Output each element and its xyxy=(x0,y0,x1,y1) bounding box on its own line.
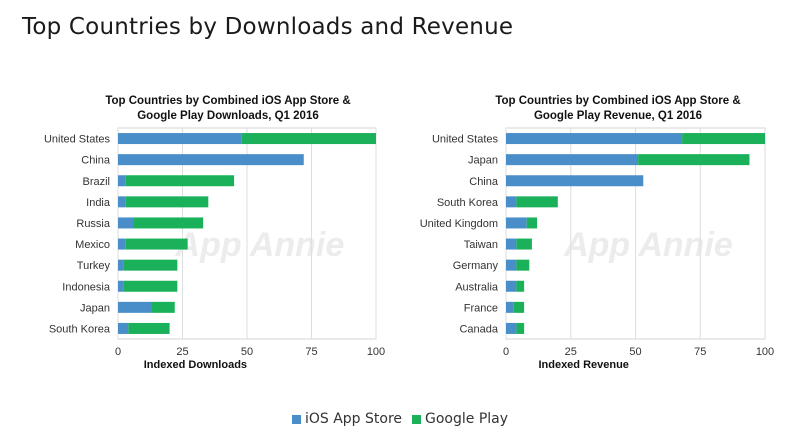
bar-ios xyxy=(506,301,514,313)
category-label: China xyxy=(469,176,499,188)
chart-downloads: Top Countries by Combined iOS App Store … xyxy=(44,95,385,371)
bar-google-play xyxy=(125,175,235,187)
bar-google-play xyxy=(516,322,525,334)
bar-google-play xyxy=(241,133,376,145)
bar-ios xyxy=(506,154,639,166)
bar-google-play xyxy=(128,322,170,334)
bar-ios xyxy=(118,280,124,292)
legend-label-google-play: Google Play xyxy=(425,411,509,427)
bar-google-play xyxy=(516,259,530,271)
bar-google-play xyxy=(123,259,178,271)
legend-item-ios: iOS App Store xyxy=(291,411,403,427)
category-label: India xyxy=(86,197,111,209)
x-tick-label: 75 xyxy=(305,346,317,358)
bar-ios xyxy=(506,217,527,229)
category-label: Australia xyxy=(455,281,499,293)
category-label: Turkey xyxy=(77,260,111,272)
x-tick-label: 50 xyxy=(629,346,641,358)
category-label: China xyxy=(81,155,111,167)
category-label: Brazil xyxy=(82,176,110,188)
bar-google-play xyxy=(125,238,188,250)
bar-ios xyxy=(118,175,126,187)
chart-title-line: Google Play Downloads, Q1 2016 xyxy=(137,110,319,122)
bar-ios xyxy=(118,259,124,271)
category-label: South Korea xyxy=(49,323,111,335)
category-label: United States xyxy=(432,134,499,146)
category-label: South Korea xyxy=(437,197,499,209)
legend: iOS App Store Google Play xyxy=(0,411,800,427)
category-label: Canada xyxy=(459,323,498,335)
legend-swatch-google-play xyxy=(412,414,422,424)
legend-swatch-ios xyxy=(291,414,301,424)
bar-google-play xyxy=(133,217,204,229)
x-tick-label: 25 xyxy=(176,346,188,358)
category-label: Japan xyxy=(468,155,498,167)
chart-title-line: Top Countries by Combined iOS App Store … xyxy=(495,95,740,107)
bar-ios xyxy=(118,238,126,250)
bar-ios xyxy=(506,175,644,187)
charts-area: Top Countries by Combined iOS App Store … xyxy=(44,95,774,371)
category-label: Germany xyxy=(453,260,499,272)
chart-title-line: Top Countries by Combined iOS App Store … xyxy=(105,95,350,107)
x-tick-label: 0 xyxy=(503,346,509,358)
bar-ios xyxy=(118,217,134,229)
bar-google-play xyxy=(516,280,525,292)
page-title: Top Countries by Downloads and Revenue xyxy=(22,14,514,40)
category-label: Russia xyxy=(76,218,111,230)
watermark-downloads: App Annie xyxy=(175,226,345,264)
category-label: United Kingdom xyxy=(420,218,498,230)
bar-ios xyxy=(506,196,517,208)
chart-title-line: Google Play Revenue, Q1 2016 xyxy=(534,110,702,122)
category-label: Taiwan xyxy=(464,239,498,251)
bar-ios xyxy=(506,280,517,292)
x-tick-label: 0 xyxy=(115,346,121,358)
bar-ios xyxy=(506,259,517,271)
watermark-revenue: App Annie xyxy=(563,226,733,264)
bar-ios xyxy=(118,133,242,145)
bar-google-play xyxy=(516,196,558,208)
x-axis-label-revenue: Indexed Revenue xyxy=(538,359,628,371)
bar-google-play xyxy=(526,217,538,229)
bar-google-play xyxy=(682,133,765,145)
chart-title-downloads: Top Countries by Combined iOS App Store … xyxy=(105,95,350,122)
bar-google-play xyxy=(516,238,532,250)
legend-item-google-play: Google Play xyxy=(412,411,508,427)
category-label: Mexico xyxy=(75,239,110,251)
bar-ios xyxy=(506,133,683,145)
x-tick-label: 100 xyxy=(756,346,774,358)
category-label: France xyxy=(464,302,498,314)
category-label: United States xyxy=(44,134,111,146)
chart-title-revenue: Top Countries by Combined iOS App Store … xyxy=(495,95,740,122)
category-label: Indonesia xyxy=(62,281,111,293)
x-tick-label: 100 xyxy=(367,346,385,358)
bar-ios xyxy=(506,238,517,250)
bar-google-play xyxy=(513,301,525,313)
bar-google-play xyxy=(638,154,750,166)
bar-ios xyxy=(118,154,304,166)
bar-google-play xyxy=(151,301,175,313)
x-tick-label: 25 xyxy=(565,346,577,358)
bar-ios xyxy=(118,322,129,334)
legend-label-ios: iOS App Store xyxy=(304,411,403,427)
chart-revenue: Top Countries by Combined iOS App Store … xyxy=(420,95,774,371)
x-axis-label-downloads: Indexed Downloads xyxy=(144,359,247,371)
bar-google-play xyxy=(123,280,178,292)
x-tick-label: 75 xyxy=(694,346,706,358)
bar-ios xyxy=(506,322,517,334)
x-tick-label: 50 xyxy=(241,346,253,358)
bar-ios xyxy=(118,196,126,208)
bar-ios xyxy=(118,301,152,313)
category-label: Japan xyxy=(80,302,110,314)
bar-google-play xyxy=(125,196,209,208)
